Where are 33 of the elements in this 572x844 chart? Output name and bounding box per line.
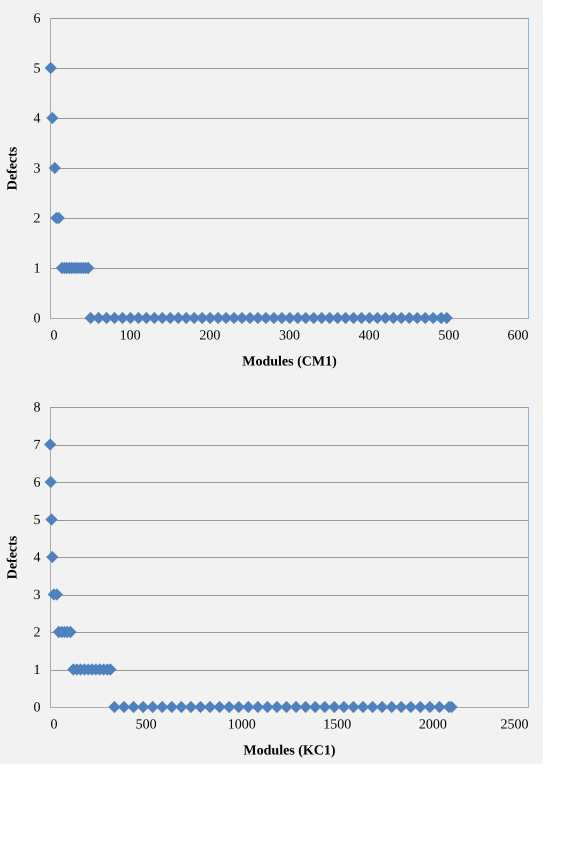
x-axis-title: Modules (KC1): [243, 744, 336, 758]
y-tick-label: 5: [34, 513, 40, 528]
y-tick-label: 6: [34, 12, 40, 26]
y-axis-title: Defects: [6, 146, 20, 190]
y-tick-label: 0: [34, 312, 40, 326]
y-tick-label: 5: [34, 62, 40, 76]
y-tick-label: 6: [34, 476, 40, 490]
y-tick-label: 7: [34, 438, 40, 453]
x-tick-label: 1500: [323, 718, 352, 732]
y-tick-label: 0: [34, 700, 40, 716]
y-tick-label: 4: [34, 550, 40, 566]
x-tick-label: 400: [358, 328, 380, 344]
x-tick-label: 1000: [228, 718, 256, 732]
x-tick-label: 500: [438, 328, 460, 344]
x-tick-label: 0: [50, 328, 58, 344]
x-tick-label: 100: [120, 328, 141, 344]
x-tick-label: 200: [199, 328, 220, 344]
x-tick-label: 2500: [500, 718, 528, 732]
y-tick-label: 2: [34, 212, 40, 226]
y-tick-label: 8: [34, 400, 40, 416]
y-tick-label: 3: [34, 162, 40, 176]
x-tick-label: 500: [136, 718, 157, 732]
x-tick-label: 2000: [418, 718, 447, 732]
y-tick-label: 1: [34, 262, 40, 276]
x-tick-label: 600: [508, 328, 528, 344]
x-axis-title: Modules (CM1): [242, 354, 338, 370]
x-tick-label: 300: [279, 328, 300, 344]
y-axis-title: Defects: [6, 535, 20, 580]
y-tick-label: 3: [34, 588, 40, 603]
y-tick-label: 1: [34, 663, 40, 678]
y-tick-label: 2: [34, 626, 40, 640]
x-tick-label: 0: [50, 718, 58, 732]
y-tick-label: 4: [34, 112, 40, 126]
